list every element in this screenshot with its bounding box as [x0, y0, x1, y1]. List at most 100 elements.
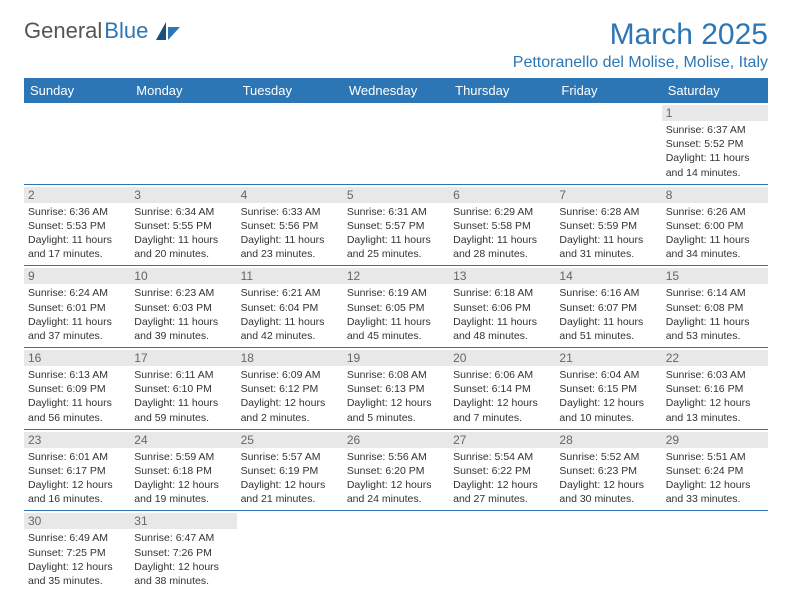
calendar-day-cell: 18Sunrise: 6:09 AMSunset: 6:12 PMDayligh… — [237, 348, 343, 430]
day-number: 5 — [343, 187, 449, 203]
day-number: 13 — [449, 268, 555, 284]
calendar-day-cell: 17 Sunrise: 6:11 AMSunset: 6:10 PMDayligh… — [130, 348, 236, 430]
day-number: 24 — [130, 432, 236, 448]
calendar-day-cell — [24, 103, 130, 184]
day-number: 10 — [130, 268, 236, 284]
title-block: March 2025 Pettoranello del Molise, Moli… — [513, 18, 768, 72]
day-number: 27 — [449, 432, 555, 448]
day-number: 15 — [662, 268, 768, 284]
day-number: 7 — [555, 187, 661, 203]
calendar-table: SundayMondayTuesdayWednesdayThursdayFrid… — [24, 78, 768, 592]
day-number: 11 — [237, 268, 343, 284]
weekday-header: Tuesday — [237, 78, 343, 103]
calendar-week-row: 23Sunrise: 6:01 AMSunset: 6:17 PMDayligh… — [24, 429, 768, 511]
calendar-day-cell: 20Sunrise: 6:06 AMSunset: 6:14 PMDayligh… — [449, 348, 555, 430]
day-info: Sunrise: 6:11 AMSunset: 6:10 PMDaylight:… — [134, 368, 232, 425]
day-info: Sunrise: 6:49 AMSunset: 7:25 PMDaylight:… — [28, 531, 126, 588]
calendar-day-cell: 22 Sunrise: 6:03 AMSunset: 6:16 PMDayligh… — [662, 348, 768, 430]
day-number: 1 — [662, 105, 768, 121]
day-info: Sunrise: 5:56 AMSunset: 6:20 PMDaylight:… — [347, 450, 445, 507]
day-info: Sunrise: 6:13 AMSunset: 6:09 PMDaylight:… — [28, 368, 126, 425]
calendar-day-cell: 30 Sunrise: 6:49 AMSunset: 7:25 PMDayligh… — [24, 511, 130, 592]
day-number: 17 — [130, 350, 236, 366]
day-number: 6 — [449, 187, 555, 203]
day-number: 14 — [555, 268, 661, 284]
weekday-header: Saturday — [662, 78, 768, 103]
calendar-day-cell: 16 Sunrise: 6:13 AMSunset: 6:09 PMDayligh… — [24, 348, 130, 430]
day-info: Sunrise: 6:09 AMSunset: 6:12 PMDaylight:… — [241, 368, 339, 425]
calendar-day-cell — [130, 103, 236, 184]
calendar-day-cell: 10 Sunrise: 6:23 AMSunset: 6:03 PMDayligh… — [130, 266, 236, 348]
calendar-week-row: 30 Sunrise: 6:49 AMSunset: 7:25 PMDayligh… — [24, 511, 768, 592]
day-info: Sunrise: 6:34 AMSunset: 5:55 PMDaylight:… — [134, 205, 232, 262]
month-title: March 2025 — [513, 18, 768, 52]
day-number: 30 — [24, 513, 130, 529]
day-number: 21 — [555, 350, 661, 366]
day-info: Sunrise: 5:51 AMSunset: 6:24 PMDaylight:… — [666, 450, 764, 507]
day-info: Sunrise: 6:31 AMSunset: 5:57 PMDaylight:… — [347, 205, 445, 262]
logo-sail-icon — [154, 20, 182, 42]
day-number: 9 — [24, 268, 130, 284]
calendar-day-cell: 12Sunrise: 6:19 AMSunset: 6:05 PMDayligh… — [343, 266, 449, 348]
calendar-day-cell — [555, 511, 661, 592]
weekday-header-row: SundayMondayTuesdayWednesdayThursdayFrid… — [24, 78, 768, 103]
calendar-week-row: 16 Sunrise: 6:13 AMSunset: 6:09 PMDayligh… — [24, 348, 768, 430]
weekday-header: Sunday — [24, 78, 130, 103]
day-info: Sunrise: 5:52 AMSunset: 6:23 PMDaylight:… — [559, 450, 657, 507]
weekday-header: Wednesday — [343, 78, 449, 103]
day-number: 22 — [662, 350, 768, 366]
calendar-day-cell: 9Sunrise: 6:24 AMSunset: 6:01 PMDaylight… — [24, 266, 130, 348]
calendar-week-row: 2 Sunrise: 6:36 AMSunset: 5:53 PMDaylight… — [24, 184, 768, 266]
day-info: Sunrise: 6:29 AMSunset: 5:58 PMDaylight:… — [453, 205, 551, 262]
day-info: Sunrise: 6:26 AMSunset: 6:00 PMDaylight:… — [666, 205, 764, 262]
calendar-day-cell — [237, 511, 343, 592]
day-info: Sunrise: 6:19 AMSunset: 6:05 PMDaylight:… — [347, 286, 445, 343]
day-number: 28 — [555, 432, 661, 448]
day-number: 16 — [24, 350, 130, 366]
calendar-day-cell: 14 Sunrise: 6:16 AMSunset: 6:07 PMDayligh… — [555, 266, 661, 348]
day-info: Sunrise: 5:54 AMSunset: 6:22 PMDaylight:… — [453, 450, 551, 507]
calendar-day-cell — [449, 511, 555, 592]
day-number: 2 — [24, 187, 130, 203]
location: Pettoranello del Molise, Molise, Italy — [513, 54, 768, 72]
weekday-header: Friday — [555, 78, 661, 103]
calendar-day-cell — [343, 103, 449, 184]
day-number: 3 — [130, 187, 236, 203]
calendar-day-cell: 4 Sunrise: 6:33 AMSunset: 5:56 PMDaylight… — [237, 184, 343, 266]
day-info: Sunrise: 6:33 AMSunset: 5:56 PMDaylight:… — [241, 205, 339, 262]
day-info: Sunrise: 6:37 AMSunset: 5:52 PMDaylight:… — [666, 123, 764, 180]
day-number: 4 — [237, 187, 343, 203]
day-info: Sunrise: 6:23 AMSunset: 6:03 PMDaylight:… — [134, 286, 232, 343]
calendar-day-cell: 5 Sunrise: 6:31 AMSunset: 5:57 PMDaylight… — [343, 184, 449, 266]
day-number: 31 — [130, 513, 236, 529]
day-info: Sunrise: 6:04 AMSunset: 6:15 PMDaylight:… — [559, 368, 657, 425]
calendar-day-cell — [449, 103, 555, 184]
day-info: Sunrise: 6:01 AMSunset: 6:17 PMDaylight:… — [28, 450, 126, 507]
logo: GeneralBlue — [24, 18, 182, 44]
weekday-header: Monday — [130, 78, 236, 103]
day-number: 19 — [343, 350, 449, 366]
calendar-day-cell: 27 Sunrise: 5:54 AMSunset: 6:22 PMDayligh… — [449, 429, 555, 511]
day-info: Sunrise: 6:18 AMSunset: 6:06 PMDaylight:… — [453, 286, 551, 343]
calendar-day-cell: 1 Sunrise: 6:37 AMSunset: 5:52 PMDaylight… — [662, 103, 768, 184]
day-info: Sunrise: 5:59 AMSunset: 6:18 PMDaylight:… — [134, 450, 232, 507]
day-info: Sunrise: 6:03 AMSunset: 6:16 PMDaylight:… — [666, 368, 764, 425]
day-info: Sunrise: 6:16 AMSunset: 6:07 PMDaylight:… — [559, 286, 657, 343]
calendar-day-cell: 13 Sunrise: 6:18 AMSunset: 6:06 PMDayligh… — [449, 266, 555, 348]
calendar-day-cell: 28 Sunrise: 5:52 AMSunset: 6:23 PMDayligh… — [555, 429, 661, 511]
calendar-day-cell: 2 Sunrise: 6:36 AMSunset: 5:53 PMDaylight… — [24, 184, 130, 266]
weekday-header: Thursday — [449, 78, 555, 103]
calendar-day-cell: 29Sunrise: 5:51 AMSunset: 6:24 PMDayligh… — [662, 429, 768, 511]
calendar-day-cell: 24 Sunrise: 5:59 AMSunset: 6:18 PMDayligh… — [130, 429, 236, 511]
calendar-day-cell: 6 Sunrise: 6:29 AMSunset: 5:58 PMDaylight… — [449, 184, 555, 266]
day-info: Sunrise: 6:21 AMSunset: 6:04 PMDaylight:… — [241, 286, 339, 343]
day-number: 25 — [237, 432, 343, 448]
calendar-body: 1 Sunrise: 6:37 AMSunset: 5:52 PMDaylight… — [24, 103, 768, 592]
day-info: Sunrise: 6:06 AMSunset: 6:14 PMDaylight:… — [453, 368, 551, 425]
header: GeneralBlue March 2025 Pettoranello del … — [24, 18, 768, 72]
day-info: Sunrise: 6:36 AMSunset: 5:53 PMDaylight:… — [28, 205, 126, 262]
day-info: Sunrise: 5:57 AMSunset: 6:19 PMDaylight:… — [241, 450, 339, 507]
calendar-day-cell: 19 Sunrise: 6:08 AMSunset: 6:13 PMDayligh… — [343, 348, 449, 430]
day-info: Sunrise: 6:08 AMSunset: 6:13 PMDaylight:… — [347, 368, 445, 425]
day-number: 26 — [343, 432, 449, 448]
